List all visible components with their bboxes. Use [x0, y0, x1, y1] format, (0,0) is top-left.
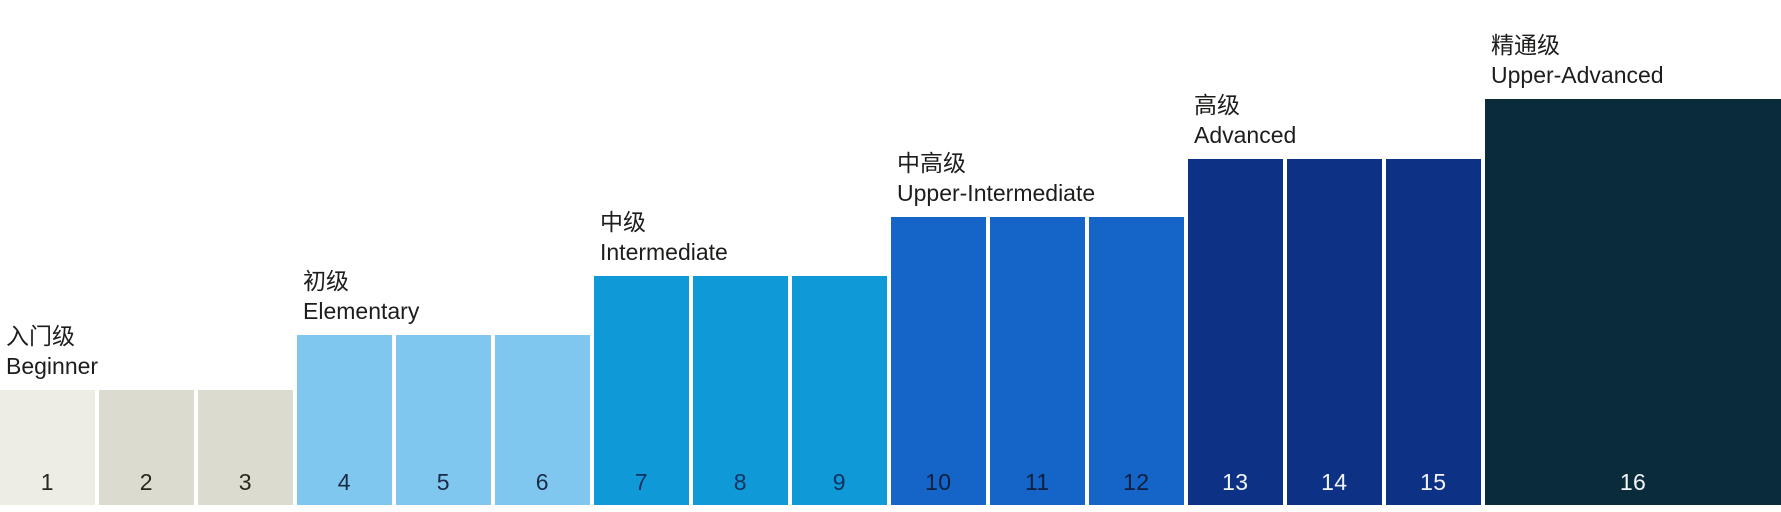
level-bar-14: 14: [1287, 159, 1382, 505]
level-number: 14: [1321, 469, 1348, 495]
band-label-zh: 中级: [600, 209, 646, 235]
band-label-en: Advanced: [1194, 121, 1297, 148]
level-bar-4: 4: [297, 335, 392, 505]
level-bar-12: 12: [1089, 217, 1184, 505]
band-label: 中级 Intermediate: [600, 208, 728, 267]
band-label-zh: 初级: [303, 268, 349, 294]
band-label: 中高级 Upper-Intermediate: [897, 149, 1095, 208]
level-bar-1: 1: [0, 390, 95, 505]
level-bar-15: 15: [1386, 159, 1481, 505]
level-bar-5: 5: [396, 335, 491, 505]
band-label-zh: 高级: [1194, 92, 1240, 118]
level-number: 10: [925, 469, 952, 495]
band-label-en: Upper-Intermediate: [897, 179, 1096, 206]
level-number: 5: [436, 469, 450, 495]
level-number: 15: [1420, 469, 1447, 495]
level-number: 7: [634, 469, 648, 495]
level-bar-7: 7: [594, 276, 689, 505]
level-bar-8: 8: [693, 276, 788, 505]
band-label: 精通级 Upper-Advanced: [1491, 31, 1664, 90]
band-label-zh: 中高级: [897, 150, 966, 176]
band-label: 初级 Elementary: [303, 267, 419, 326]
level-number: 16: [1619, 469, 1647, 495]
band-label-en: Elementary: [303, 297, 420, 324]
level-bar-13: 13: [1188, 159, 1283, 505]
level-number: 8: [733, 469, 747, 495]
level-bar-9: 9: [792, 276, 887, 505]
level-number: 2: [139, 469, 153, 495]
level-number: 9: [832, 469, 846, 495]
level-bar-6: 6: [495, 335, 590, 505]
level-number: 3: [238, 469, 252, 495]
band-label-en: Beginner: [6, 352, 99, 379]
level-bar-10: 10: [891, 217, 986, 505]
level-number: 11: [1025, 469, 1050, 495]
level-number: 13: [1222, 469, 1249, 495]
band-label-zh: 精通级: [1491, 32, 1560, 58]
level-number: 4: [337, 469, 351, 495]
band-label-en: Upper-Advanced: [1491, 61, 1664, 88]
level-bar-11: 11: [990, 217, 1085, 505]
level-bar-16: 16: [1485, 99, 1781, 505]
level-number: 1: [40, 469, 54, 495]
band-label: 入门级 Beginner: [6, 322, 98, 381]
band-label: 高级 Advanced: [1194, 91, 1296, 150]
level-number: 6: [535, 469, 549, 495]
level-bar-2: 2: [99, 390, 194, 505]
band-label-zh: 入门级: [6, 323, 75, 349]
level-bar-3: 3: [198, 390, 293, 505]
level-number: 12: [1123, 469, 1150, 495]
band-label-en: Intermediate: [600, 238, 728, 265]
